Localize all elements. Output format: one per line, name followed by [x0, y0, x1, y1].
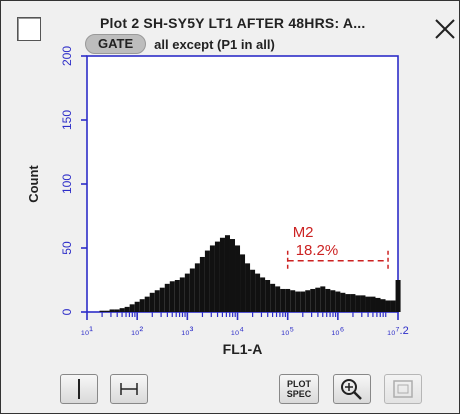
histogram-bar	[375, 297, 381, 312]
histogram-bar	[129, 304, 135, 312]
histogram-bar	[300, 291, 306, 312]
x-tick-label: ₁₀¹	[81, 325, 93, 337]
gate-row: GATE all except (P1 in all)	[85, 34, 275, 54]
vertical-line-tool-button[interactable]	[60, 374, 98, 404]
histogram-bar	[199, 256, 205, 312]
histogram-bar	[275, 286, 281, 312]
histogram-bar	[169, 281, 175, 312]
x-tick-label: ₁₀⁷.2	[387, 325, 408, 337]
histogram-bar	[390, 300, 396, 312]
close-icon[interactable]	[433, 17, 457, 41]
y-tick-label: 200	[60, 46, 74, 66]
marker-name: M2	[293, 224, 314, 241]
histogram-bar	[385, 300, 391, 312]
marker-percent: 18.2%	[296, 242, 339, 259]
histogram-bar	[209, 245, 215, 312]
histogram-bar	[214, 241, 220, 312]
x-tick-label: ₁₀⁶	[331, 325, 344, 337]
plot-spec-label-2: SPEC	[286, 389, 312, 399]
histogram-bar	[134, 301, 140, 312]
histogram-bar	[124, 306, 130, 312]
vertical-line-icon	[78, 379, 80, 399]
plot-spec-button[interactable]: PLOT SPEC	[279, 374, 319, 404]
x-axis-label: FL1-A	[223, 341, 263, 357]
histogram-bar	[235, 245, 241, 312]
histogram-bar	[265, 280, 271, 312]
gate-button[interactable]: GATE	[85, 34, 147, 54]
histogram-bar	[240, 254, 246, 312]
histogram-bar	[255, 273, 261, 312]
gate-value: all except (P1 in all)	[154, 36, 275, 52]
histogram-bar	[295, 291, 301, 312]
fit-view-button[interactable]	[384, 374, 422, 404]
x-tick-label: ₁₀⁵	[281, 325, 294, 337]
histogram-bar	[360, 295, 366, 312]
histogram-bar	[114, 309, 120, 312]
x-tick-label: ₁₀³	[181, 325, 193, 337]
histogram-bar	[154, 290, 160, 312]
histogram-bar	[355, 295, 361, 312]
histogram-bar	[370, 296, 376, 312]
plot-spec-label-1: PLOT	[287, 379, 311, 389]
histogram-bar	[285, 288, 291, 312]
histogram-bar	[345, 294, 351, 312]
histogram-bar	[335, 291, 341, 312]
histogram-bar	[365, 296, 371, 312]
zoom-in-icon	[341, 379, 362, 400]
histogram-bar	[305, 290, 311, 312]
histogram-bar	[340, 292, 346, 312]
histogram-bar	[330, 290, 336, 312]
histogram-bar	[260, 277, 266, 312]
histogram-bar	[109, 309, 115, 312]
histogram-bar	[224, 235, 230, 312]
histogram-bar	[250, 269, 256, 312]
histogram-bar	[290, 290, 296, 312]
range-marker-icon	[120, 383, 138, 395]
histogram-bar	[229, 239, 236, 312]
histogram-bar	[104, 310, 110, 312]
histogram-bar	[245, 263, 251, 312]
histogram-bar	[325, 288, 331, 312]
histogram-bar	[219, 237, 225, 312]
x-tick-label: ₁₀²	[131, 325, 143, 337]
histogram-bar	[159, 287, 165, 312]
y-tick-label: 150	[60, 110, 74, 130]
y-axis-label: Count	[26, 165, 41, 203]
fit-view-icon	[393, 380, 413, 398]
histogram-bar	[280, 288, 286, 312]
histogram-bar	[139, 299, 145, 312]
y-tick-label: 0	[60, 308, 74, 315]
histogram-bar	[144, 296, 150, 312]
histogram-bars	[99, 235, 401, 312]
histogram-bar	[189, 268, 195, 312]
plot-title: Plot 2 SH-SY5Y LT1 AFTER 48HRS: A...	[100, 15, 366, 31]
histogram-bar	[99, 310, 105, 312]
histogram-bar	[310, 288, 316, 312]
y-tick-label: 50	[60, 241, 74, 255]
histogram-bar	[119, 308, 125, 312]
y-tick-label: 100	[60, 174, 74, 194]
histogram-bar	[174, 280, 180, 312]
histogram-bar	[149, 292, 155, 312]
histogram-bar	[320, 286, 326, 312]
histogram-bar	[179, 277, 185, 312]
range-marker-tool-button[interactable]	[110, 374, 148, 404]
x-tick-label: ₁₀⁴	[231, 325, 244, 337]
select-checkbox[interactable]	[17, 17, 41, 41]
histogram-bar	[315, 287, 321, 312]
histogram-bar	[184, 273, 190, 312]
histogram-bar	[270, 283, 276, 312]
histogram-bar	[164, 283, 170, 312]
histogram-bar	[194, 263, 200, 312]
histogram-bar	[380, 299, 386, 312]
histogram-bar	[395, 280, 401, 312]
histogram-bar	[350, 294, 356, 312]
zoom-in-button[interactable]	[333, 374, 371, 404]
histogram-bar	[204, 250, 210, 312]
